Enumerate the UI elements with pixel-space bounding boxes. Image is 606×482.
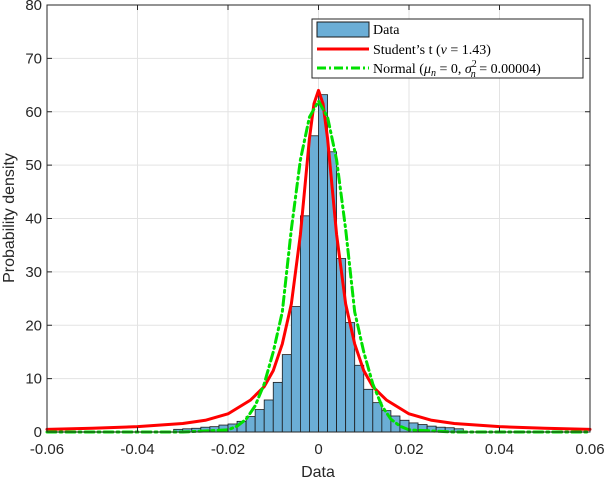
legend-t-label: Student’s t (ν = 1.43) <box>373 43 491 58</box>
x-tick-label: 0.04 <box>485 441 514 458</box>
histogram-bar <box>281 354 292 433</box>
x-tick-label: 0.06 <box>575 441 604 458</box>
histogram-bar <box>290 306 301 433</box>
students-t-curve <box>45 88 592 431</box>
y-tick-label: 70 <box>25 50 42 67</box>
x-tick-label: -0.02 <box>211 441 245 458</box>
axis-ticks: -0.06 -0.04 -0.02 0 0.02 0.04 0.06 0 10 20 30 40 50 6… <box>25 0 604 458</box>
x-tick-label: -0.06 <box>30 441 64 458</box>
histogram-bar <box>272 381 283 433</box>
x-tick-label: 0.02 <box>394 441 423 458</box>
y-tick-label: 40 <box>25 211 42 228</box>
y-tick-label: 30 <box>25 264 42 281</box>
histogram-bar <box>254 409 265 433</box>
y-tick-label: 60 <box>25 104 42 121</box>
y-tick-label: 50 <box>25 157 42 174</box>
y-tick-label: 0 <box>34 424 42 441</box>
legend-data-swatch <box>316 21 370 38</box>
x-tick-label: 0 <box>314 441 322 458</box>
y-tick-label: 80 <box>25 0 42 14</box>
histogram-bar <box>299 215 310 433</box>
fit-curves <box>45 88 592 434</box>
x-tick-label: -0.04 <box>120 441 154 458</box>
histogram-bar <box>363 388 374 433</box>
histogram-bar <box>318 94 328 433</box>
x-axis-label: Data <box>301 464 335 481</box>
histogram-bar <box>309 135 319 433</box>
histogram-bars <box>173 94 464 433</box>
y-axis-label: Probability density <box>1 153 18 283</box>
histogram-bar <box>354 364 365 433</box>
legend-normal-label: Normal (μn = 0, σ2 n = 0.00004) <box>373 59 541 80</box>
y-tick-label: 20 <box>25 317 42 334</box>
histogram-bar <box>372 402 383 433</box>
histogram-bar <box>263 399 274 433</box>
legend: Data Student’s t (ν = 1.43) Normal (μn =… <box>311 18 584 80</box>
normal-curve <box>45 99 592 434</box>
y-tick-label: 10 <box>25 371 42 388</box>
legend-data-label: Data <box>373 23 400 38</box>
